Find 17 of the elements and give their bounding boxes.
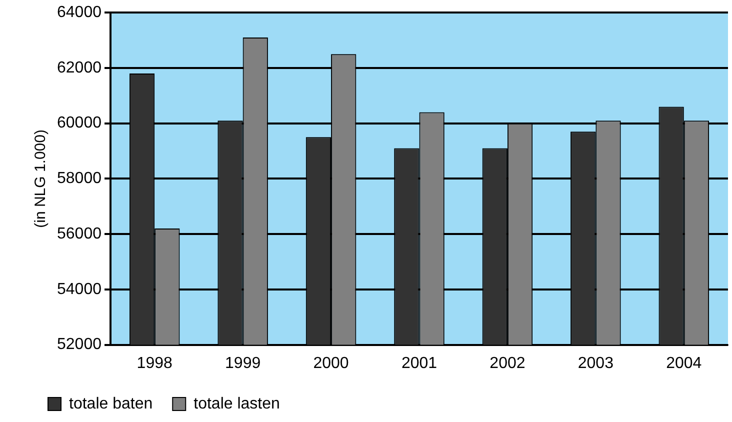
legend-label: totale baten: [69, 395, 153, 412]
y-tick-label: 56000: [56, 225, 102, 242]
x-tick-label: 2001: [401, 354, 438, 372]
legend-label: totale lasten: [194, 395, 280, 412]
y-tick-label: 62000: [56, 59, 102, 76]
x-tick-label: 2000: [313, 354, 349, 372]
y-tick-label: 64000: [56, 4, 102, 22]
y-tick-label: 60000: [56, 114, 102, 132]
x-tick-label: 2003: [578, 354, 614, 372]
y-tick-label: 58000: [56, 170, 102, 188]
x-tick-label: 2004: [666, 354, 702, 372]
y-tick-label: 52000: [56, 336, 102, 354]
y-axis-title: (in NLG 1.000): [32, 130, 50, 228]
x-tick-label: 1999: [225, 354, 261, 372]
x-tick-label: 1998: [136, 354, 172, 372]
x-tick-label: 2002: [490, 354, 526, 372]
y-tick-label: 54000: [56, 280, 102, 298]
